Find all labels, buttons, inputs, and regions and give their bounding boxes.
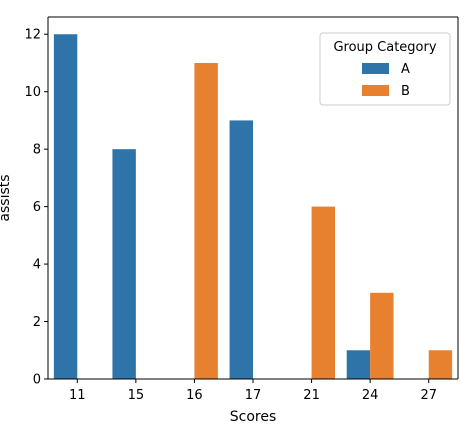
y-tick-label: 10 (24, 85, 41, 100)
x-tick-label: 16 (186, 388, 203, 403)
x-tick-label: 11 (69, 388, 86, 403)
y-tick-label: 6 (33, 200, 41, 215)
y-tick-label: 0 (33, 373, 41, 388)
bars-layer (53, 34, 453, 379)
legend-swatch-A (362, 63, 389, 74)
bar-A-17 (229, 120, 253, 379)
bar-A-15 (112, 149, 136, 379)
y-tick-label: 8 (33, 143, 41, 158)
legend: Group Category AB (319, 32, 451, 106)
y-tick-label: 12 (24, 28, 41, 43)
bar-B-27 (428, 350, 453, 379)
y-axis-title: assists (0, 174, 13, 221)
legend-swatch-B (362, 85, 389, 96)
x-tick-label: 17 (245, 388, 262, 403)
x-tick-label: 15 (128, 388, 145, 403)
legend-label-A: A (401, 62, 410, 77)
y-tick-label: 4 (33, 258, 41, 273)
bar-A-24 (346, 350, 371, 379)
legend-title: Group Category (333, 40, 436, 55)
y-tick-label: 2 (33, 315, 41, 330)
x-tick-label: 21 (303, 388, 320, 403)
bar-B-16 (194, 62, 218, 379)
x-tick-label: 27 (420, 388, 437, 403)
bar-B-21 (311, 206, 335, 379)
legend-label-B: B (401, 84, 410, 99)
bar-A-11 (53, 34, 78, 379)
x-tick-label: 24 (362, 388, 379, 403)
bar-B-24 (370, 292, 394, 379)
x-axis-title: Scores (230, 409, 277, 425)
